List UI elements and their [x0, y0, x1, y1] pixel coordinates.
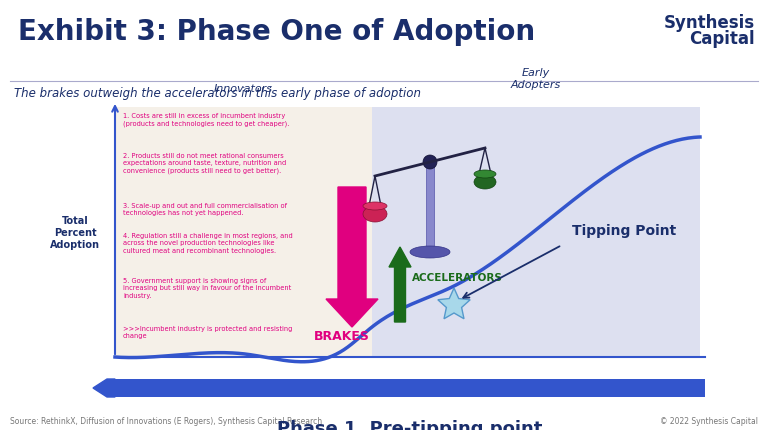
Ellipse shape [363, 203, 387, 211]
Text: 3. Scale-up and out and full commercialisation of
technologies has not yet happe: 3. Scale-up and out and full commerciali… [123, 203, 287, 216]
Ellipse shape [474, 175, 496, 190]
Text: 2. Products still do not meet rational consumers
expectations around taste, text: 2. Products still do not meet rational c… [123, 153, 286, 174]
Ellipse shape [363, 206, 387, 222]
Text: >>>Incumbent industry is protected and resisting
change: >>>Incumbent industry is protected and r… [123, 325, 293, 338]
Text: Early
Adopters: Early Adopters [511, 68, 561, 90]
Text: Tipping Point: Tipping Point [572, 224, 677, 237]
Text: Innovators: Innovators [214, 84, 273, 94]
Polygon shape [438, 289, 470, 319]
Text: Phase 1. Pre-tipping point: Phase 1. Pre-tipping point [277, 419, 543, 430]
Text: Source: RethinkX, Diffusion of Innovations (E Rogers), Synthesis Capital Researc: Source: RethinkX, Diffusion of Innovatio… [10, 416, 322, 425]
Text: 5. Government support is showing signs of
increasing but still way in favour of : 5. Government support is showing signs o… [123, 277, 291, 298]
FancyArrow shape [93, 379, 115, 397]
Text: Capital: Capital [690, 30, 755, 48]
Text: Total
Percent
Adoption: Total Percent Adoption [50, 216, 100, 249]
Text: Synthesis: Synthesis [664, 14, 755, 32]
Text: BRAKES: BRAKES [314, 329, 370, 342]
Bar [426, 163, 434, 252]
Bar [115, 379, 705, 397]
Ellipse shape [474, 171, 496, 178]
FancyArrow shape [326, 187, 378, 327]
Ellipse shape [410, 246, 450, 258]
Text: ACCELERATORS: ACCELERATORS [412, 272, 503, 283]
Text: 1. Costs are still in excess of incumbent industry
(products and technologies ne: 1. Costs are still in excess of incumben… [123, 113, 290, 127]
Text: Exhibit 3: Phase One of Adoption: Exhibit 3: Phase One of Adoption [18, 18, 535, 46]
Bar [115, 108, 372, 357]
Bar [372, 108, 700, 357]
Text: © 2022 Synthesis Capital: © 2022 Synthesis Capital [660, 416, 758, 425]
Text: The brakes outweigh the accelerators in this early phase of adoption: The brakes outweigh the accelerators in … [14, 87, 421, 100]
FancyArrow shape [389, 247, 411, 322]
Circle shape [423, 156, 437, 169]
Text: 4. Regulation still a challenge in most regions, and
across the novel production: 4. Regulation still a challenge in most … [123, 233, 293, 253]
